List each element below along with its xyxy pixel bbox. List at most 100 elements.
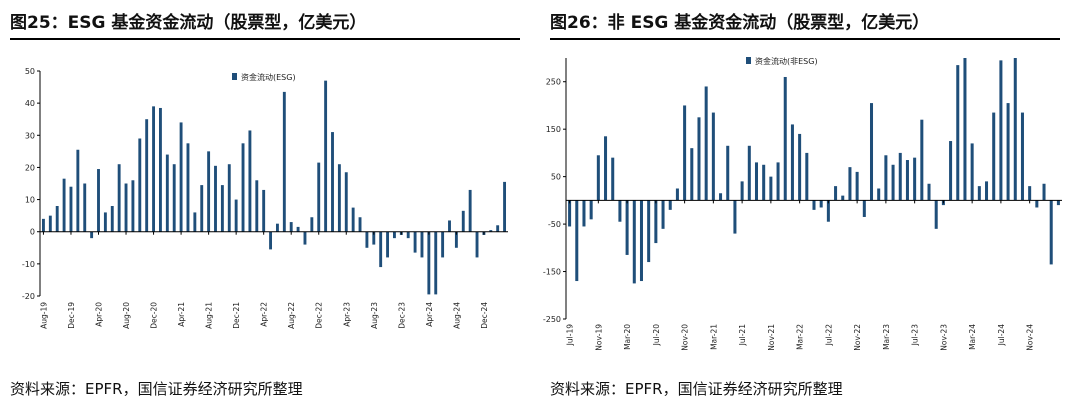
bar — [776, 162, 780, 201]
bar — [172, 164, 176, 232]
x-tick-label: Mar-21 — [709, 324, 718, 350]
bar — [117, 164, 121, 232]
bar — [639, 200, 643, 282]
x-tick-label: Jul-22 — [824, 324, 833, 347]
bar — [625, 200, 629, 255]
x-tick-label: Apr-24 — [425, 302, 434, 327]
x-tick-label: Dec-20 — [150, 302, 159, 329]
x-tick-label: Jul-23 — [911, 324, 920, 347]
bar — [834, 186, 838, 201]
title-rule — [550, 38, 1060, 40]
y-tick-label: -10 — [22, 260, 35, 269]
esg-panel: 图25：ESG 基金资金流动（股票型，亿美元） -20 -10 0 10 20 30 40 5… — [10, 13, 520, 398]
y-tick-label: -150 — [543, 268, 561, 277]
bar — [762, 164, 766, 201]
bar — [434, 231, 438, 295]
bar — [138, 138, 142, 232]
bar — [475, 231, 479, 258]
bar — [697, 117, 701, 201]
bar — [654, 200, 658, 244]
legend-label: 资金流动(ESG) — [241, 72, 296, 82]
bar — [1006, 103, 1010, 201]
bar — [275, 223, 279, 232]
bar — [675, 188, 679, 201]
bar — [83, 183, 87, 232]
bar — [733, 200, 737, 234]
x-tick-label: Jul-20 — [652, 324, 661, 347]
bar — [1035, 200, 1039, 208]
bar — [331, 132, 334, 232]
bar — [884, 155, 888, 201]
bar — [956, 65, 960, 201]
bar — [905, 160, 909, 201]
y-tick-label: -20 — [22, 292, 35, 301]
x-tick-label: Apr-21 — [177, 302, 186, 327]
bar — [392, 231, 396, 239]
x-tick-label: Aug-20 — [122, 302, 131, 329]
esg-flow-chart: -20 -10 0 10 20 30 40 50 Aug-19 Dec-19 Apr-20 Aug-2… — [22, 67, 508, 329]
bar — [790, 124, 794, 201]
bar — [711, 112, 715, 201]
bar — [214, 165, 217, 232]
y-tick-label: 0 — [30, 228, 35, 237]
bar — [179, 122, 183, 232]
bar — [69, 186, 73, 232]
bar — [193, 212, 197, 232]
bar — [282, 91, 286, 232]
bar — [632, 200, 636, 284]
bar — [62, 178, 66, 232]
bar — [420, 231, 424, 258]
bar — [683, 105, 687, 201]
bar — [927, 183, 931, 201]
chart-title: 图25：ESG 基金资金流动（股票型，亿美元） — [10, 13, 367, 33]
bar — [913, 157, 917, 201]
x-tick-label: Jul-24 — [997, 324, 1006, 347]
bar — [977, 186, 981, 201]
bar — [372, 231, 376, 245]
bar — [999, 60, 1003, 201]
bar — [841, 195, 845, 201]
bar — [848, 167, 852, 201]
x-tick-label: Apr-20 — [95, 302, 104, 327]
x-tick-label: Mar-23 — [882, 324, 891, 350]
bar — [985, 181, 989, 201]
bar — [812, 200, 816, 210]
bar — [668, 200, 672, 210]
x-tick-label: Aug-23 — [370, 302, 379, 329]
bar — [337, 164, 341, 232]
bar — [503, 181, 507, 232]
x-tick-label: Mar-20 — [623, 324, 632, 350]
bar — [611, 157, 615, 201]
bar — [269, 231, 273, 250]
bar — [877, 188, 881, 201]
bar — [310, 217, 314, 232]
bar — [200, 185, 204, 232]
bar — [344, 172, 348, 232]
bar — [97, 169, 100, 232]
x-tick-label: Nov-19 — [594, 324, 603, 351]
bar — [1028, 186, 1032, 201]
y-tick-label: 10 — [25, 196, 35, 205]
bar — [406, 231, 410, 239]
y-tick-label: 50 — [25, 67, 35, 76]
bar — [891, 164, 895, 201]
bar — [207, 151, 211, 232]
x-tick-label: Mar-22 — [796, 324, 805, 350]
y-tick-label: -50 — [548, 220, 561, 229]
bar — [496, 225, 500, 232]
bar — [596, 155, 600, 201]
bar — [358, 217, 362, 232]
bar — [103, 212, 107, 232]
x-tick-label: Dec-22 — [315, 302, 324, 329]
x-tick-label: Nov-20 — [681, 324, 690, 351]
y-tick-label: -250 — [543, 315, 561, 324]
x-tick-label: Dec-23 — [397, 302, 406, 329]
bar — [575, 200, 579, 282]
bar — [1020, 112, 1024, 201]
non-esg-panel: 图26：非 ESG 基金资金流动（股票型，亿美元） -250 -150 -50 50 1… — [540, 0, 1080, 408]
bar — [90, 231, 94, 239]
bar — [234, 199, 238, 232]
legend-swatch — [232, 73, 237, 80]
bar — [461, 210, 465, 232]
bar — [454, 231, 458, 248]
